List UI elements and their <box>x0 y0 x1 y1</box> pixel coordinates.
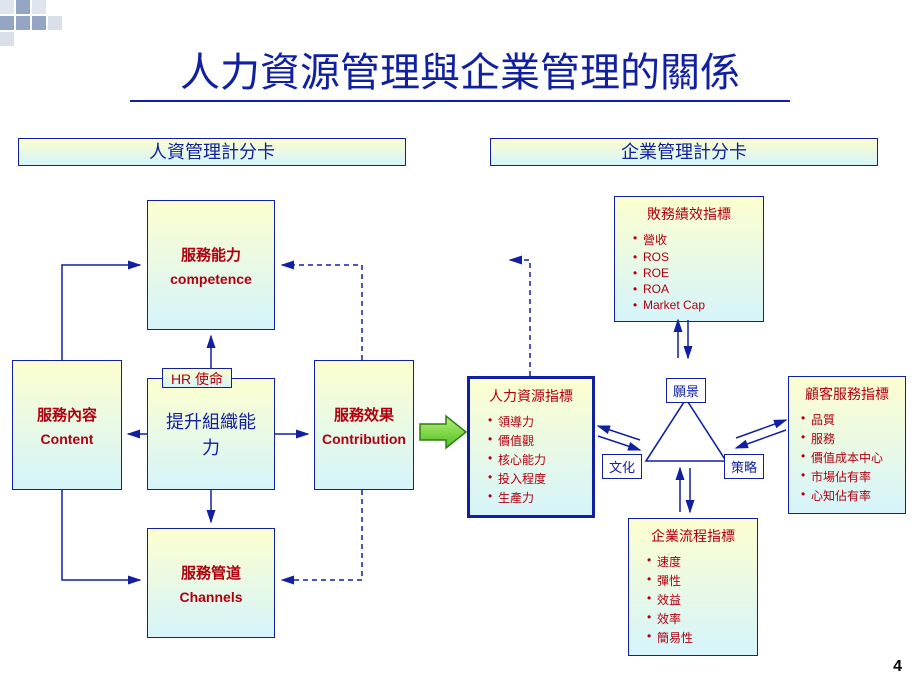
triangle-icon <box>640 395 732 467</box>
hr-mission-label: HR 使命 <box>162 368 232 388</box>
label-vision: 願景 <box>666 378 706 403</box>
label-culture: 文化 <box>602 454 642 479</box>
big-arrow-icon <box>418 414 468 450</box>
arrows-layer <box>0 0 920 690</box>
label-strategy: 策略 <box>724 454 764 479</box>
